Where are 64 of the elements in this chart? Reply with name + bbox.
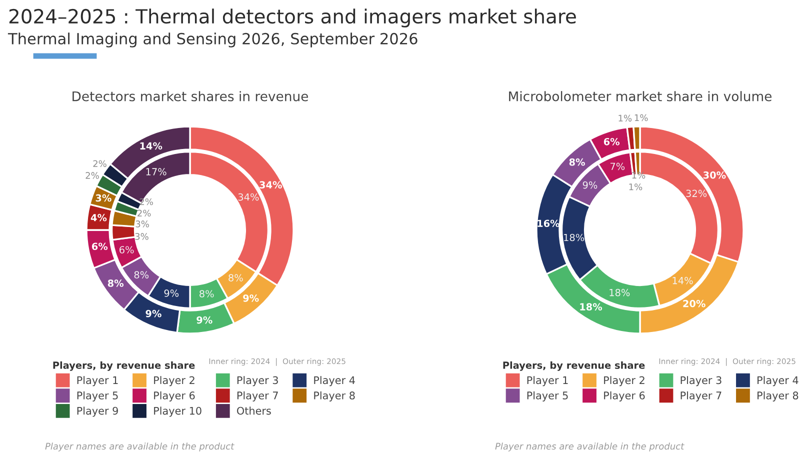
data-label: 8% — [134, 271, 149, 278]
data-label: 3% — [136, 220, 149, 228]
data-label: 8% — [569, 158, 585, 166]
data-label: 18% — [564, 234, 584, 242]
data-label: 9% — [196, 316, 212, 324]
data-label: 16% — [538, 220, 560, 228]
data-label: 1% — [629, 183, 642, 190]
data-label: 8% — [200, 290, 214, 298]
legend-label: Player 2 — [604, 376, 644, 386]
legend-label: Player 2 — [154, 376, 194, 386]
legend-label: Others — [237, 406, 271, 415]
legend-label: Player 6 — [604, 391, 645, 402]
chart-title: Microbolometer market share in volume — [509, 91, 772, 102]
legend-label: Player 3 — [237, 376, 278, 386]
data-label: 6% — [604, 138, 620, 146]
legend-label: Player 4 — [314, 376, 355, 386]
legend-label: Player 5 — [77, 391, 118, 402]
data-label: 4% — [90, 214, 107, 222]
data-label: 7% — [610, 162, 625, 170]
legend-label: Player 7 — [237, 391, 278, 402]
data-label: 9% — [146, 310, 162, 318]
data-label: 2% — [86, 172, 99, 179]
text: Thermal Imaging and Sensing 2026, September 2026 — [8, 32, 418, 48]
data-label: 6% — [92, 242, 108, 250]
data-label: 18% — [580, 303, 602, 310]
legend-label: Player 10 — [154, 406, 202, 417]
data-label: 3% — [96, 194, 112, 202]
legend-label: Player 8 — [758, 391, 798, 402]
data-label: 2% — [138, 210, 151, 217]
data-label: 8% — [228, 274, 243, 282]
legend-label: Player 5 — [527, 391, 568, 402]
legend-label: Player 9 — [77, 406, 118, 417]
text: Player names are available in the product — [495, 442, 684, 452]
data-label: 14% — [140, 142, 162, 150]
data-label: 2% — [140, 198, 153, 206]
data-label: 1% — [634, 114, 648, 122]
data-label: 9% — [582, 181, 598, 189]
legend-label: Player 3 — [680, 376, 722, 386]
data-label: 1% — [618, 114, 632, 122]
legend-label: Player 4 — [758, 376, 798, 386]
legend-label: Player 7 — [680, 391, 722, 402]
legend-label: Player 1 — [527, 376, 568, 386]
data-label: 8% — [108, 280, 124, 287]
data-label: 32% — [686, 190, 707, 198]
data-label: 34% — [260, 181, 282, 188]
text: 2024–2025 : Thermal detectors and imagers market share — [9, 8, 576, 28]
legend-title: Players, by revenue share — [503, 361, 645, 371]
data-label: 30% — [703, 171, 726, 179]
data-label: 2% — [93, 160, 106, 168]
chart-title: Detectors market shares in revenue — [72, 91, 308, 102]
data-label: 6% — [120, 246, 134, 254]
text: Player names are available in the product — [45, 442, 234, 452]
data-label: 17% — [146, 168, 166, 176]
data-label: 3% — [135, 233, 148, 240]
data-label: 34% — [238, 193, 259, 201]
data-label: 9% — [243, 294, 259, 302]
legend-label: Player 8 — [314, 391, 355, 402]
legend-title: Players, by revenue share — [53, 361, 195, 371]
data-label: 9% — [164, 290, 179, 297]
data-label: 14% — [672, 276, 693, 284]
data-label: 18% — [610, 288, 630, 296]
data-label: 20% — [683, 300, 706, 308]
legend-label: Player 1 — [77, 376, 118, 386]
legend-label: Player 6 — [154, 391, 195, 402]
